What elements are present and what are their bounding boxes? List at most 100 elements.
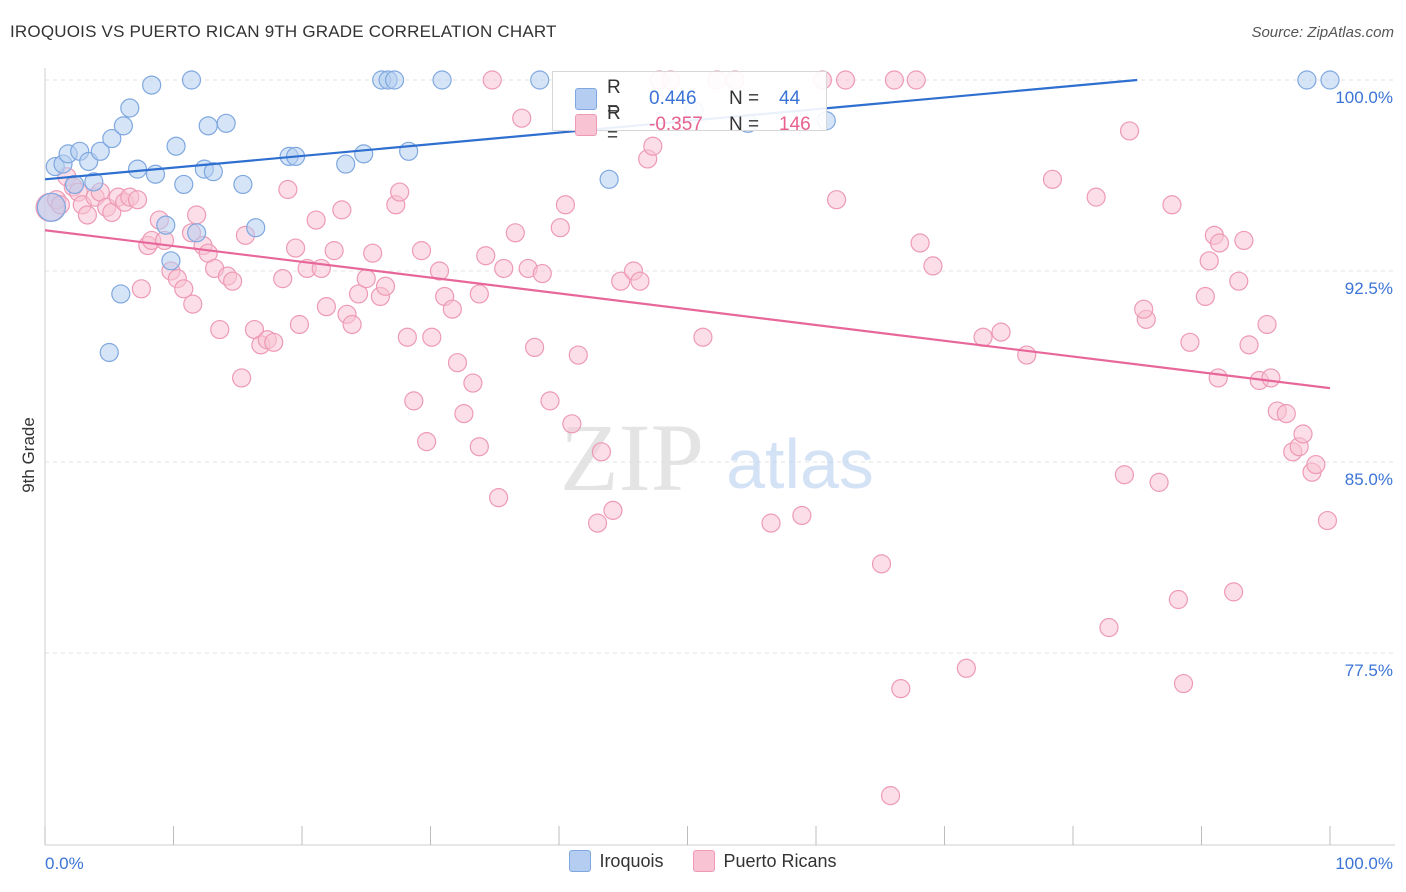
- puerto-ricans-point-110: [1042, 169, 1063, 189]
- x-tick-label-0: 0.0%: [45, 854, 84, 873]
- puerto-ricans-n-value: 146: [779, 114, 811, 135]
- puerto-ricans-point-76: [524, 337, 545, 357]
- puerto-ricans-point-61: [422, 327, 442, 347]
- iroquois-point-14: [142, 75, 162, 95]
- puerto-ricans-point-83: [587, 513, 608, 533]
- puerto-ricans-point-108: [991, 322, 1011, 342]
- puerto-ricans-point-70: [482, 70, 502, 90]
- puerto-ricans-point-38: [273, 269, 293, 289]
- iroquois-point-43: [99, 342, 119, 363]
- puerto-ricans-point-121: [1199, 251, 1219, 271]
- puerto-ricans-point-77: [532, 263, 552, 284]
- puerto-ricans-point-29: [210, 319, 230, 340]
- puerto-ricans-point-99: [835, 70, 856, 90]
- puerto-ricans-point-52: [363, 243, 383, 263]
- iroquois-point-8: [90, 141, 110, 161]
- legend-label-puerto-ricans: Puerto Ricans: [723, 850, 837, 871]
- puerto-ricans-point-60: [417, 432, 437, 452]
- puerto-ricans-point-118: [1173, 673, 1194, 694]
- puerto-ricans-point-40: [285, 238, 306, 258]
- puerto-ricans-point-41: [289, 314, 310, 335]
- puerto-ricans-point-45: [316, 297, 337, 317]
- puerto-ricans-point-113: [1114, 465, 1135, 485]
- iroquois-point-12: [127, 159, 148, 179]
- puerto-ricans-point-140: [880, 786, 901, 806]
- iroquois-point-10: [113, 116, 133, 136]
- puerto-ricans-point-32: [232, 368, 252, 388]
- iroquois-point-24: [216, 113, 236, 133]
- puerto-ricans-point-120: [1195, 286, 1215, 307]
- puerto-ricans-point-47: [332, 200, 352, 220]
- y-tick-label-1: 92.5%: [1345, 279, 1393, 298]
- puerto-ricans-points: [35, 70, 1338, 806]
- legend-label-iroquois: Iroquois: [599, 850, 664, 871]
- puerto-ricans-point-44: [311, 258, 331, 279]
- iroquois-point-17: [166, 136, 186, 156]
- n-label: N =: [729, 114, 760, 135]
- source-label: Source: ZipAtlas.com: [1251, 24, 1394, 41]
- puerto-ricans-point-124: [1224, 582, 1244, 602]
- puerto-ricans-point-145: [469, 437, 489, 457]
- puerto-ricans-point-101: [884, 70, 904, 90]
- stats-row-puerto-ricans: R = -0.357 N = 146: [575, 103, 811, 147]
- puerto-ricans-point-123: [1209, 233, 1230, 253]
- watermark-zip: ZIP: [560, 404, 704, 511]
- watermark: ZIP atlas: [560, 404, 874, 511]
- legend-swatch-iroquois: [569, 850, 592, 872]
- puerto-ricans-point-114: [1119, 121, 1140, 141]
- puerto-ricans-point-59: [411, 241, 432, 261]
- puerto-ricans-point-68: [469, 284, 489, 304]
- iroquois-point-37: [599, 169, 619, 189]
- puerto-ricans-point-56: [390, 182, 410, 202]
- puerto-ricans-point-138: [1317, 510, 1338, 531]
- iroquois-point-7: [84, 172, 104, 192]
- puerto-ricans-point-64: [442, 299, 462, 319]
- puerto-ricans-point-67: [463, 373, 483, 393]
- puerto-ricans-r-value: -0.357: [649, 114, 703, 135]
- watermark-atlas: atlas: [726, 425, 874, 503]
- puerto-ricans-point-126: [1234, 230, 1254, 251]
- iroquois-point-22: [198, 116, 218, 136]
- puerto-ricans-point-107: [973, 327, 993, 347]
- iroquois-point-30: [354, 144, 374, 164]
- puerto-ricans-point-125: [1229, 271, 1249, 291]
- stats-box: R = 0.446 N = 44 R = -0.357 N = 146: [552, 71, 827, 146]
- x-tick-label-1: 100.0%: [1335, 854, 1393, 873]
- puerto-ricans-point-81: [562, 414, 582, 434]
- puerto-ricans-point-43: [306, 210, 326, 230]
- puerto-ricans-point-7: [77, 205, 98, 225]
- puerto-ricans-point-132: [1276, 404, 1296, 424]
- puerto-ricans-point-103: [906, 70, 926, 90]
- puerto-ricans-point-39: [278, 179, 298, 200]
- puerto-ricans-point-23: [174, 279, 194, 299]
- puerto-ricans-point-106: [956, 658, 976, 678]
- puerto-ricans-point-58: [404, 391, 424, 411]
- puerto-ricans-point-71: [489, 488, 509, 508]
- puerto-ricans-point-104: [910, 233, 930, 253]
- n-label: N =: [729, 88, 760, 109]
- legend-item-iroquois[interactable]: Iroquois: [569, 850, 663, 872]
- y-tick-label-0: 100.0%: [1335, 88, 1393, 107]
- tick-labels: 100.0% 92.5% 85.0% 77.5% 0.0% 100.0%: [45, 88, 1393, 873]
- puerto-ricans-point-102: [891, 679, 911, 699]
- iroquois-point-25: [233, 174, 253, 195]
- puerto-ricans-point-88: [630, 271, 650, 291]
- puerto-ricans-point-115: [1149, 472, 1169, 492]
- puerto-ricans-point-62: [429, 261, 450, 281]
- legend-item-puerto-ricans[interactable]: Puerto Ricans: [693, 850, 837, 872]
- puerto-ricans-point-73: [505, 223, 525, 243]
- puerto-ricans-point-135: [1293, 424, 1313, 444]
- puerto-ricans-point-111: [1086, 187, 1106, 207]
- legend: Iroquois Puerto Ricans: [0, 850, 1406, 872]
- iroquois-n-value: 44: [779, 88, 801, 109]
- iroquois-point-16: [161, 251, 181, 271]
- puerto-ricans-point-116: [1162, 195, 1182, 215]
- r-label: R =: [607, 77, 621, 120]
- puerto-ricans-point-137: [1306, 454, 1326, 475]
- puerto-ricans-point-119: [1180, 332, 1200, 352]
- puerto-ricans-point-84: [591, 442, 612, 462]
- iroquois-point-44: [111, 284, 131, 304]
- r-label: R =: [607, 103, 621, 146]
- puerto-ricans-point-105: [923, 256, 943, 276]
